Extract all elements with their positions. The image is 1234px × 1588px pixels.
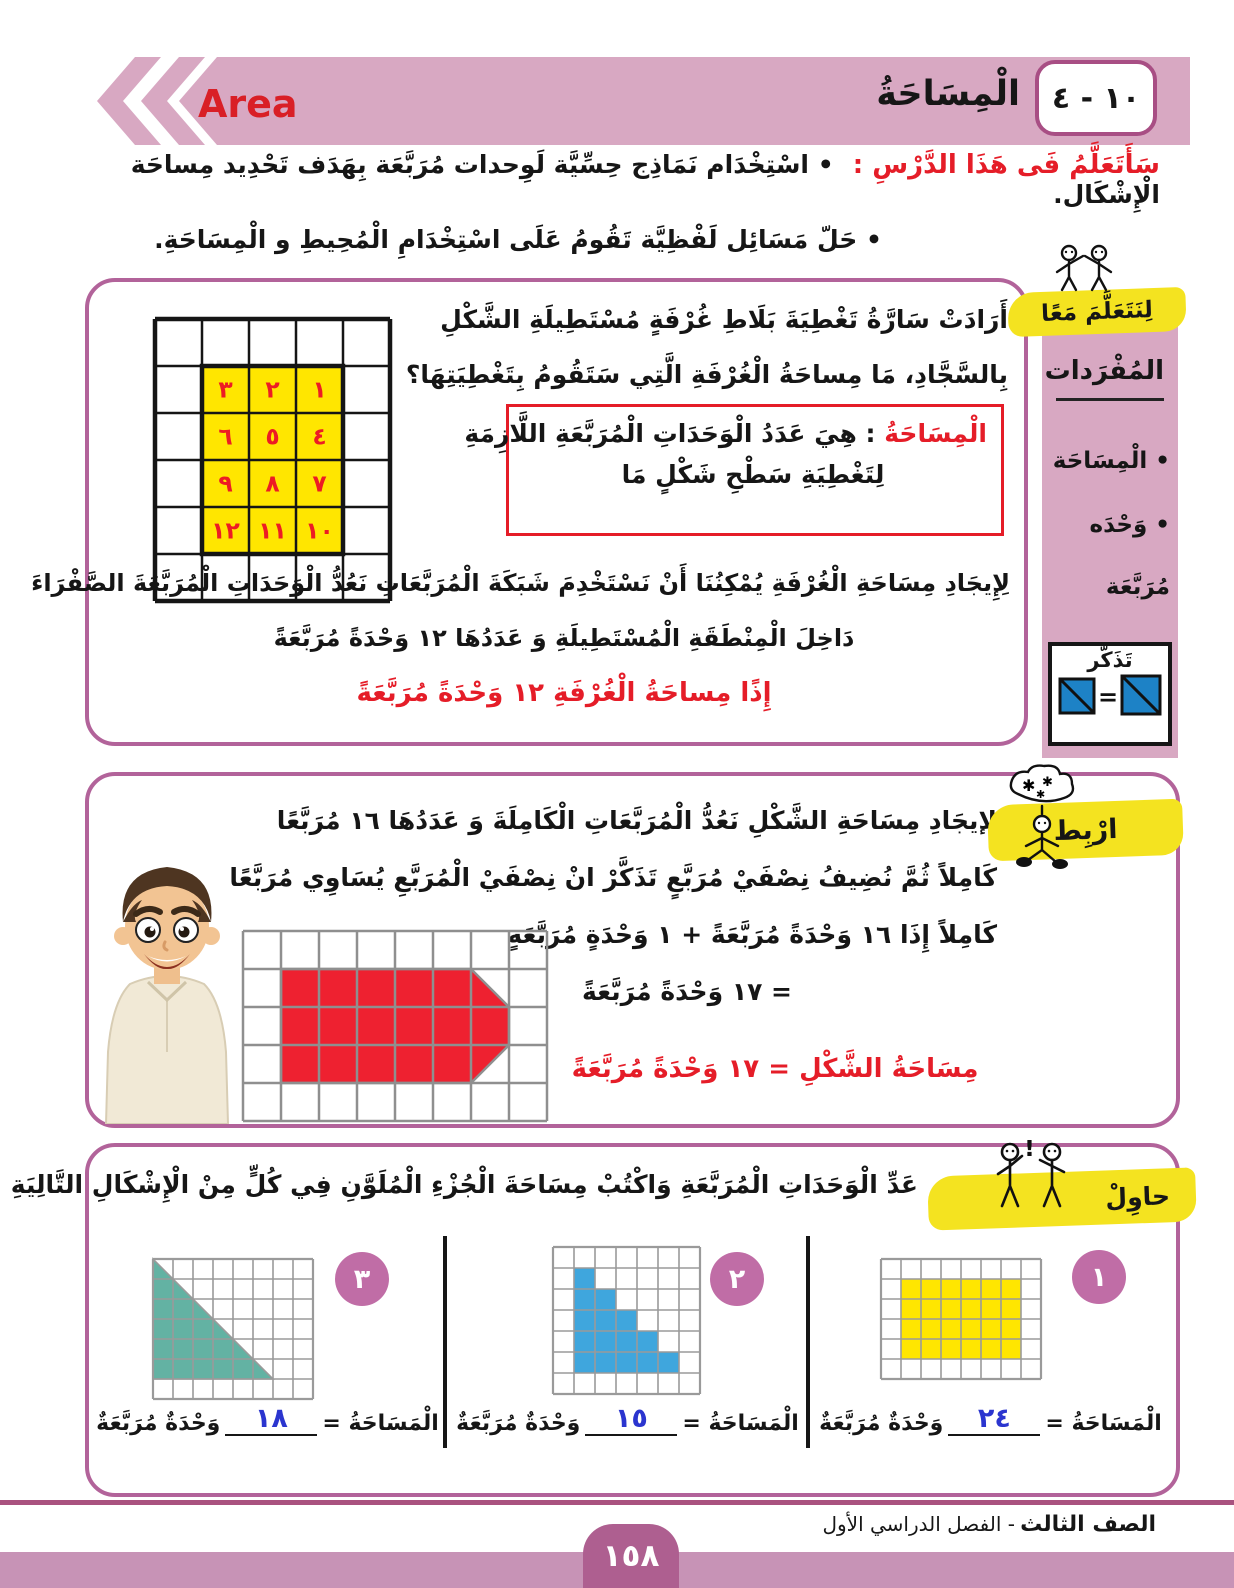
problem-statement: أَرَادَتْ سَارَّةُ تَغْطِيَةَ بَلَاطِ غُ… (405, 292, 1008, 402)
term-label: - الفصل الدراسي الأول (822, 1512, 1015, 1536)
connect-explanation: لِإيجَادِ مِسَاحَةِ الشَّكْلِ نَعُدُّ ال… (225, 792, 997, 1020)
exercise-2-grid-figure (550, 1244, 703, 1401)
remember-label: تَذَكَّر (1087, 648, 1133, 672)
answer-suffix: وَحْدَةٌ مُرَبَّعَةٌ (96, 1411, 221, 1436)
two-figures-exclaim-icon: ! (996, 1140, 1066, 1208)
svg-text:✱: ✱ (1022, 776, 1035, 795)
answer-suffix: وَحْدَةٌ مُرَبَّعَةٌ (456, 1411, 581, 1436)
definition-box: الْمِسَاحَةُ : هِيَ عَدَدُ الْوَحَدَاتِ … (464, 404, 1004, 536)
answer-prefix: الْمَسَاحَةُ = (682, 1411, 799, 1436)
objective-item: • اسْتِخْدَام نَمَاذِج حِسِّيَّة لَوِحدا… (130, 150, 1160, 209)
objective-item: • حَلّ مَسَائِل لَفْظِيَّة تَقُومُ عَلَى… (154, 225, 882, 254)
exercise-1-grid-figure (878, 1256, 1044, 1386)
connect-line: كَامِلاً ثُمَّ نُضِيفُ نِصْفَيْ مُرَبَّع… (229, 863, 997, 892)
vocabulary-item: مُرَبَّعَة (1105, 574, 1170, 600)
room-grid-figure: ١ ٢ ٣ ٤ ٥ ٦ ٧ ٨ ٩ ١٠ ١١ ١٢ (150, 314, 395, 610)
definition-text: لِتَغْطِيَةِ سَطْحِ شَكْلٍ مَا (621, 460, 885, 489)
exercise-3-grid-figure (150, 1256, 316, 1406)
equals-sign: = (1098, 683, 1118, 711)
svg-text:٥: ٥ (265, 423, 279, 451)
header-banner (179, 57, 1190, 145)
svg-text:✱: ✱ (1042, 775, 1053, 790)
vocabulary-item: • وَحْدَه (1089, 512, 1170, 538)
footer-rule (0, 1500, 1234, 1505)
answer-blank: ١٨ (225, 1404, 318, 1436)
exercise-divider (443, 1236, 447, 1448)
answer-prefix: الْمَسَاحَةُ = (1045, 1411, 1162, 1436)
exercise-number-badge: ٣ (335, 1252, 389, 1306)
svg-text:٣: ٣ (218, 376, 233, 404)
grade-label: الصف الثالث (1020, 1512, 1156, 1537)
exercise-number-badge: ١ (1072, 1250, 1126, 1304)
half-squares-equal-icon: = (1058, 674, 1162, 716)
learn-together-tag: لِنَتَعَلَّمَ مَعًا (1007, 286, 1187, 338)
svg-text:١٠: ١٠ (305, 517, 334, 545)
svg-text:١: ١ (312, 376, 326, 404)
answer-prefix: الْمَسَاحَةُ = (322, 1411, 439, 1436)
thinking-figure-icon: ✱ ✱ ✱ (1009, 764, 1075, 869)
definition-text: : هِيَ عَدَدُ الْوَحَدَاتِ الْمُرَبَّعَة… (464, 419, 876, 448)
lesson-title: الْمِسَاحَةُ (876, 74, 1020, 114)
explanation-paragraph: لِإِيجَادِ مِسَاحَةِ الْغُرْفَةِ يُمْكِن… (31, 556, 1010, 666)
remember-box: تَذَكَّر = (1048, 642, 1172, 746)
exercise-1-answer-row: الْمَسَاحَةُ = ٢٤ وَحْدَةٌ مُرَبَّعَةٌ (818, 1404, 1163, 1436)
svg-text:!: ! (1024, 1140, 1035, 1162)
exercise-divider (806, 1236, 810, 1448)
lesson-objectives: سَأَتَعَلَّمُ فَى هَذَا الدَّرْسِ : • اس… (90, 150, 1160, 254)
svg-text:٢: ٢ (265, 376, 280, 404)
svg-text:١٢: ١٢ (211, 517, 240, 545)
boy-character-illustration (104, 867, 230, 1124)
two-friends-icon (1055, 244, 1113, 292)
vocabulary-item: • الْمِسَاحَة (1052, 448, 1170, 474)
svg-text:٨: ٨ (265, 470, 279, 498)
learn-together-label: لِنَتَعَلَّمَ مَعًا (1040, 297, 1154, 327)
problem-line: أَرَادَتْ سَارَّةُ تَغْطِيَةَ بَلَاطِ غُ… (440, 305, 1008, 334)
lesson-number-badge: ١٠ - ٤ (1035, 60, 1157, 136)
answer-blank: ١٥ (585, 1404, 678, 1436)
page-number: ١٥٨ (583, 1524, 679, 1588)
svg-text:٦: ٦ (218, 423, 232, 451)
svg-text:١١: ١١ (258, 517, 287, 545)
exercise-3-answer-row: الْمَسَاحَةُ = ١٨ وَحْدَةٌ مُرَبَّعَةٌ (95, 1404, 440, 1436)
definition-term: الْمِسَاحَةُ (884, 419, 987, 448)
learn-together-section (85, 278, 1028, 746)
connect-line: لِإيجَادِ مِسَاحَةِ الشَّكْلِ نَعُدُّ ال… (276, 806, 997, 835)
try-instruction: عَدِّ الْوَحَدَاتِ الْمُرَبَّعَةِ وَاكْت… (0, 1170, 918, 1199)
svg-text:٤: ٤ (312, 423, 326, 451)
connect-line: = ١٧ وَحْدَةً مُرَبَّعَةً (581, 977, 792, 1006)
subject-title-en: Area (198, 82, 298, 126)
exercise-number-badge: ٢ (710, 1252, 764, 1306)
chevron-left-icon (97, 57, 205, 145)
exercise-2-answer-row: الْمَسَاحَةُ = ١٥ وَحْدَةٌ مُرَبَّعَةٌ (455, 1404, 800, 1436)
explanation-line: دَاخِلَ الْمِنْطَقَةِ الْمُسْتَطِيلَةِ و… (273, 624, 855, 652)
svg-text:٩: ٩ (218, 470, 232, 498)
red-shape-grid-figure (240, 928, 550, 1128)
svg-text:✱: ✱ (1036, 788, 1045, 801)
vocabulary-title: المُفْرَدات (1045, 356, 1164, 401)
conclusion-text: إِذًا مِساحَةُ الْغُرْفَةِ ١٢ وَحْدَةً م… (356, 678, 772, 708)
answer-suffix: وَحْدَةٌ مُرَبَّعَةٌ (819, 1411, 944, 1436)
footer-grade-text: الصف الثالث - الفصل الدراسي الأول (822, 1512, 1156, 1537)
explanation-line: لِإِيجَادِ مِسَاحَةِ الْغُرْفَةِ يُمْكِن… (31, 569, 1010, 597)
shape-area-result: مِسَاحَةُ الشَّكْلِ = ١٧ وَحْدَةً مُرَبَ… (571, 1054, 979, 1084)
try-label: حاوِلْ (1104, 1180, 1171, 1212)
svg-text:٧: ٧ (312, 470, 326, 498)
answer-blank: ٢٤ (948, 1404, 1041, 1436)
problem-line: بِالسَّجَّادِ، مَا مِساحَةُ الْغُرْفَةِ … (405, 360, 1008, 389)
objectives-label: سَأَتَعَلَّمُ فَى هَذَا الدَّرْسِ : (852, 150, 1160, 180)
connect-line: كَامِلاً إِذَا ١٦ وَحْدَةً مُرَبَّعَةً +… (507, 920, 997, 949)
